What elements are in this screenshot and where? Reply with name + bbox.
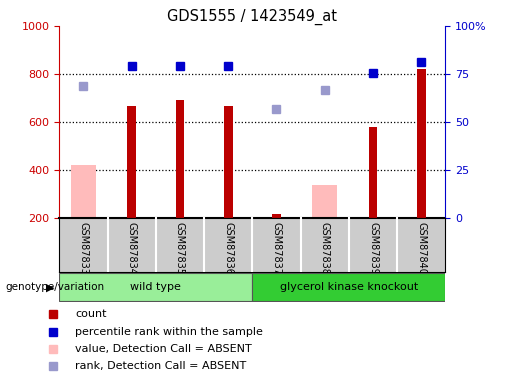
Bar	[71, 165, 96, 218]
Bar	[59, 273, 252, 301]
Bar	[127, 106, 136, 218]
Text: genotype/variation: genotype/variation	[5, 282, 104, 292]
Text: GSM87839: GSM87839	[368, 222, 378, 275]
Bar	[176, 100, 184, 218]
Text: GSM87838: GSM87838	[320, 222, 330, 275]
Bar	[272, 214, 281, 217]
Text: GSM87834: GSM87834	[127, 222, 136, 275]
Text: ▶: ▶	[45, 282, 54, 292]
Text: count: count	[75, 309, 107, 319]
Bar	[417, 69, 426, 218]
Text: GSM87840: GSM87840	[416, 222, 426, 275]
Bar	[252, 273, 445, 301]
Text: percentile rank within the sample: percentile rank within the sample	[75, 327, 263, 337]
Title: GDS1555 / 1423549_at: GDS1555 / 1423549_at	[167, 9, 337, 25]
Text: GSM87837: GSM87837	[271, 222, 282, 275]
Text: glycerol kinase knockout: glycerol kinase knockout	[280, 282, 418, 292]
Text: GSM87836: GSM87836	[223, 222, 233, 275]
Text: value, Detection Call = ABSENT: value, Detection Call = ABSENT	[75, 344, 252, 354]
Bar	[224, 106, 233, 218]
Bar	[312, 185, 337, 218]
Text: wild type: wild type	[130, 282, 181, 292]
Text: rank, Detection Call = ABSENT: rank, Detection Call = ABSENT	[75, 362, 247, 371]
Bar	[369, 127, 377, 218]
Text: GSM87835: GSM87835	[175, 222, 185, 275]
Text: GSM87833: GSM87833	[78, 222, 89, 275]
